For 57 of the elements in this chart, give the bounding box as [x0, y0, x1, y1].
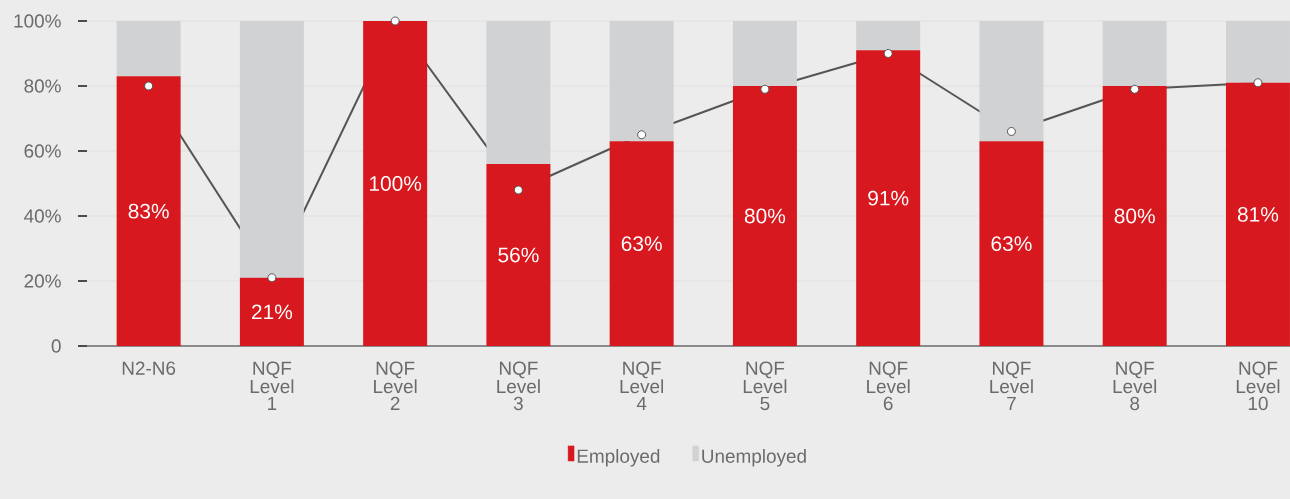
point — [267, 273, 277, 283]
point — [883, 49, 893, 58]
bar — [856, 50, 921, 346]
point — [513, 185, 523, 195]
x-tick-label: NQF Level 7 — [990, 361, 1033, 410]
bar — [116, 76, 181, 346]
x-tick-label: NQF Level 2 — [374, 361, 417, 410]
bar — [1102, 86, 1167, 346]
bar — [856, 21, 921, 51]
data-label: 81% — [1237, 206, 1279, 222]
x-tick-label: N2-N6 — [122, 361, 176, 375]
data-label: 91% — [868, 190, 909, 206]
data-label: 56% — [498, 247, 539, 263]
x-tick-label: NQF Level 6 — [867, 361, 910, 411]
bar — [486, 164, 551, 346]
bar — [979, 21, 1044, 142]
bar — [116, 21, 181, 77]
bar — [486, 21, 551, 164]
point — [1006, 127, 1016, 136]
data-label: 63% — [991, 236, 1032, 252]
y-tick-label: 100% — [14, 14, 61, 28]
y-tick-label: 40% — [24, 209, 61, 223]
x-tick-label: NQF Level 10 — [1236, 361, 1280, 411]
bar — [1102, 21, 1167, 86]
bar — [239, 21, 304, 278]
x-tick-label: NQF Level 1 — [250, 361, 294, 410]
bar — [239, 277, 304, 346]
point — [144, 81, 154, 91]
bar — [732, 21, 797, 86]
bar — [609, 141, 674, 346]
x-tick-label: NQF Level 5 — [743, 361, 787, 411]
bar — [1225, 82, 1290, 346]
point — [1253, 78, 1263, 88]
data-label: 80% — [744, 208, 786, 224]
point — [1130, 84, 1140, 94]
y-tick-label: 60% — [24, 144, 61, 158]
x-tick-label: NQF Level 8 — [1113, 361, 1157, 411]
data-label: 83% — [128, 203, 169, 219]
bar — [609, 21, 674, 142]
bar — [979, 141, 1044, 346]
point — [637, 130, 647, 140]
bar — [1225, 21, 1290, 83]
x-tick-label: NQF Level 3 — [497, 361, 540, 411]
legend-label: Employed — [577, 448, 660, 467]
x-tick-label: NQF Level 4 — [620, 361, 664, 410]
y-tick-label: 0 — [51, 339, 61, 353]
data-label: 21% — [252, 304, 293, 320]
data-label: 100% — [369, 176, 422, 191]
point — [390, 16, 400, 26]
y-tick-label: 20% — [24, 274, 61, 288]
bar — [732, 86, 797, 346]
data-label: 80% — [1114, 208, 1155, 224]
point — [760, 84, 770, 94]
bar — [363, 21, 428, 346]
legend-label: Unemployed — [702, 448, 806, 467]
y-tick-label: 80% — [24, 79, 61, 93]
data-label: 63% — [621, 236, 662, 252]
